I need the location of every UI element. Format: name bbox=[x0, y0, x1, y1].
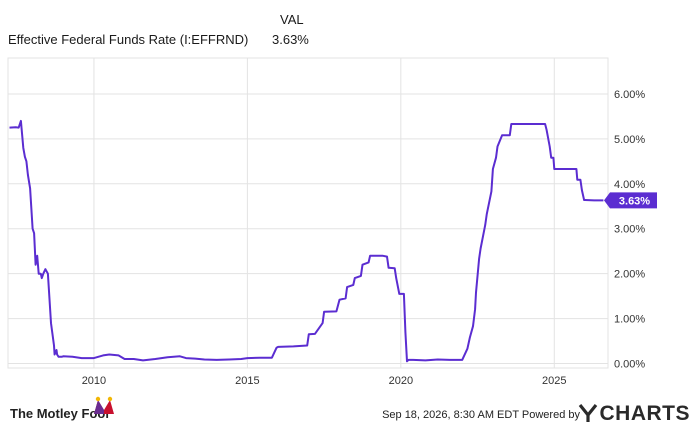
plot-frame bbox=[7, 57, 609, 369]
series-name: Effective Federal Funds Rate (I:EFFRND) bbox=[8, 32, 249, 47]
powered-by-label: Powered by bbox=[521, 409, 580, 421]
brand-name: The Motley Fool bbox=[10, 406, 109, 421]
provider-name: CHARTS bbox=[599, 402, 690, 425]
series-current-value: 3.63% bbox=[272, 32, 309, 47]
y-tick-label: 1.00% bbox=[614, 314, 645, 326]
series-line bbox=[9, 119, 604, 363]
x-tick-label: 2010 bbox=[82, 375, 106, 387]
y-tick-label: 5.00% bbox=[614, 134, 645, 146]
y-tick-label: 6.00% bbox=[614, 89, 645, 101]
y-tick-label: 2.00% bbox=[614, 269, 645, 281]
ycharts-y-icon bbox=[578, 404, 597, 422]
x-tick-label: 2015 bbox=[235, 375, 259, 387]
attribution: Sep 18, 2026, 8:30 AM EDT Powered by CHA… bbox=[382, 396, 691, 426]
timestamp: Sep 18, 2026, 8:30 AM EDT bbox=[382, 409, 519, 421]
x-tick-label: 2025 bbox=[542, 375, 566, 387]
x-tick-label: 2020 bbox=[389, 375, 413, 387]
line-chart: 2010 2015 2020 2025 0.00% 1.00% 2.00% 3.00% 4.00… bbox=[7, 57, 657, 387]
y-tick-label: 4.00% bbox=[614, 179, 645, 191]
y-tick-label: 3.00% bbox=[614, 224, 645, 236]
y-tick-label: 0.00% bbox=[614, 359, 645, 371]
last-value-badge bbox=[604, 192, 657, 209]
ycharts-logo[interactable]: CHARTS bbox=[578, 402, 691, 426]
jester-hat-icon bbox=[94, 396, 114, 414]
last-value-label: 3.63% bbox=[619, 195, 650, 207]
chart-legend-header: VAL Effective Federal Funds Rate (I:EFFR… bbox=[8, 12, 328, 52]
value-column-label: VAL bbox=[280, 12, 304, 27]
